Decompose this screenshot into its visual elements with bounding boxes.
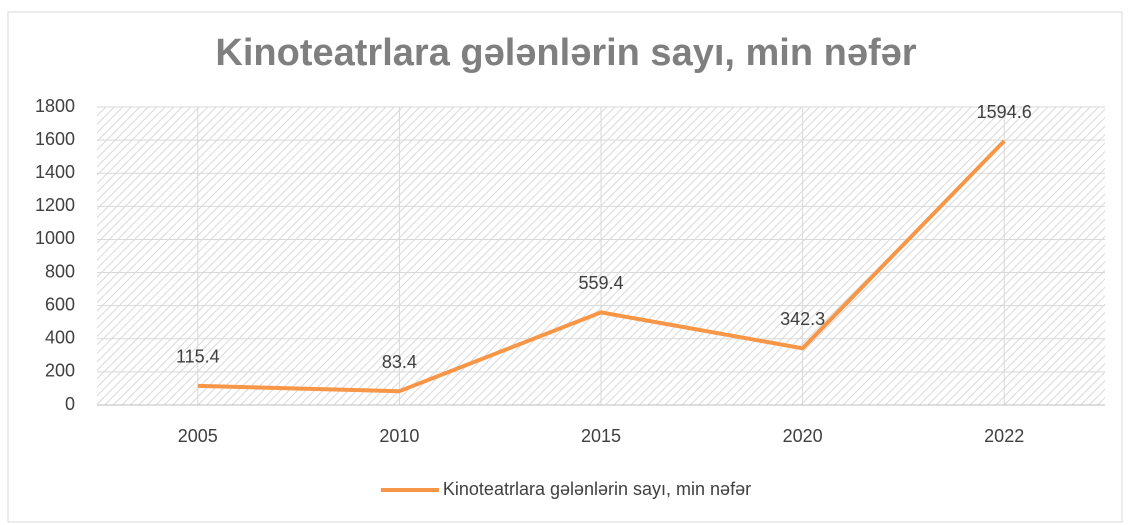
y-tick-label: 400 [45,328,75,348]
y-tick-label: 1600 [35,129,75,149]
x-tick-label: 2010 [379,426,419,446]
y-tick-label: 200 [45,361,75,381]
x-tick-label: 2015 [581,426,621,446]
x-tick-label: 2022 [984,426,1024,446]
line [197,139,1006,394]
x-tick-label: 2005 [178,426,218,446]
data-label: 342.3 [780,309,825,329]
x-tick-label: 2020 [783,426,823,446]
data-label: 559.4 [578,273,623,293]
chart-title: Kinoteatrlara gələnlərin sayı, min nəfər [215,32,916,74]
y-tick-label: 1400 [35,162,75,182]
data-label: 83.4 [382,352,417,372]
y-tick-label: 0 [65,394,75,414]
y-tick-label: 1000 [35,228,75,248]
y-tick-label: 1200 [35,195,75,215]
y-tick-label: 600 [45,294,75,314]
y-tick-label: 800 [45,261,75,281]
data-label: 1594.6 [977,102,1032,122]
legend-label: Kinoteatrlara gələnlərin sayı, min nəfər [443,479,751,499]
y-tick-label: 1800 [35,96,75,116]
data-label: 115.4 [176,347,220,367]
